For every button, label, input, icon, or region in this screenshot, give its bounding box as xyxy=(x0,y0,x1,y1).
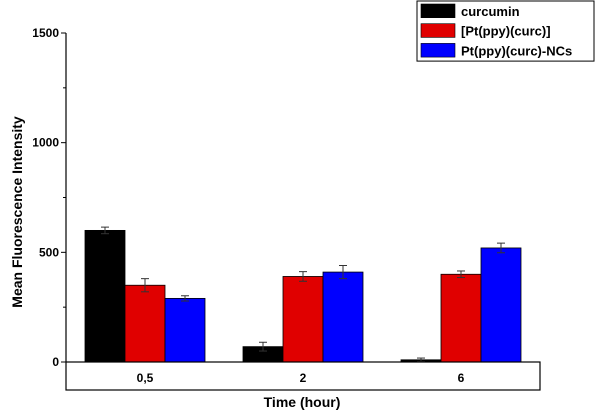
bar xyxy=(124,284,166,363)
y-tick-label: 1000 xyxy=(32,136,59,150)
legend-swatch xyxy=(420,3,456,18)
bar xyxy=(164,297,206,363)
y-tick-label: 500 xyxy=(39,245,59,259)
x-axis-box xyxy=(65,361,541,391)
x-axis: 0,5 2 6 xyxy=(65,361,541,391)
bar xyxy=(440,273,482,363)
bar xyxy=(84,229,126,363)
x-tick-label: 0,5 xyxy=(137,371,154,385)
x-tick-label: 6 xyxy=(458,371,465,385)
plot-area xyxy=(84,226,522,363)
y-tick-label: 0 xyxy=(52,355,59,369)
bar xyxy=(322,271,364,363)
legend-label: Pt(ppy)(curc)-NCs xyxy=(461,43,572,58)
legend-swatch xyxy=(420,23,456,38)
y-tick-label: 1500 xyxy=(32,26,59,40)
y-axis: 0 500 1000 1500 xyxy=(32,26,67,369)
x-tick-label: 2 xyxy=(300,371,307,385)
legend-label: curcumin xyxy=(461,4,520,19)
legend-label: [Pt(ppy)(curc)] xyxy=(461,24,551,39)
y-axis-title: Mean Fluorescence Intensity xyxy=(9,116,25,308)
bar xyxy=(282,276,324,363)
legend: curcumin [Pt(ppy)(curc)] Pt(ppy)(curc)-NCs xyxy=(416,0,595,62)
x-axis-title: Time (hour) xyxy=(264,394,341,410)
bar xyxy=(480,247,522,363)
legend-swatch xyxy=(420,43,456,58)
